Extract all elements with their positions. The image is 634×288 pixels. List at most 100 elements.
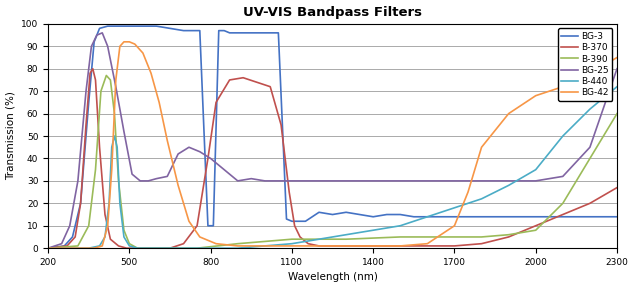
B-440 [179,247,187,250]
BG-25 [315,179,323,183]
BG-25 [153,177,160,180]
BG-3 [115,24,122,28]
BG-25 [104,45,112,48]
BG-3 [153,24,160,28]
BG-42 [247,244,255,248]
BG-42 [155,101,163,104]
BG-25 [424,179,431,183]
B-370 [166,247,174,250]
BG-3 [586,215,593,219]
B-370 [123,247,131,250]
B-370 [77,202,84,205]
B-440 [315,238,323,241]
BG-42 [196,235,204,239]
B-390 [288,238,295,241]
BG-3 [215,29,223,32]
B-440 [559,134,567,138]
B-390 [44,247,52,250]
BG-42 [116,45,124,48]
B-370 [107,238,114,241]
BG-25 [164,175,171,178]
B-390 [145,247,152,250]
BG-3 [196,29,204,32]
Title: UV-VIS Bandpass Filters: UV-VIS Bandpass Filters [243,5,422,18]
BG-3 [90,40,98,43]
BG-25 [505,179,512,183]
B-370 [315,244,323,248]
B-370 [86,71,94,75]
BG-3 [247,31,255,35]
B-370 [240,76,247,79]
B-370 [505,235,512,239]
B-440 [532,168,540,171]
B-390 [586,157,593,160]
BG-25 [613,67,621,71]
BG-25 [196,150,204,154]
B-370 [142,247,150,250]
BG-42 [288,244,295,248]
BG-25 [136,179,144,183]
B-440 [586,107,593,111]
B-440 [370,228,377,232]
BG-25 [128,173,136,176]
B-370 [304,242,312,245]
BG-3 [288,219,295,223]
BG-25 [185,145,193,149]
B-440 [111,134,119,138]
BG-3 [315,211,323,214]
BG-25 [586,145,593,149]
BG-3 [126,24,133,28]
B-370 [89,67,96,71]
BG-3 [383,213,391,216]
BG-42 [424,242,431,245]
Line: BG-3: BG-3 [48,26,617,248]
B-370 [193,224,201,228]
B-370 [82,123,90,126]
B-390 [97,90,105,93]
BG-3 [96,27,103,30]
BG-25 [44,247,52,250]
BG-25 [74,179,82,183]
BG-25 [145,179,152,183]
Legend: BG-3, B-370, B-390, BG-25, B-440, BG-42: BG-3, B-370, B-390, BG-25, B-440, BG-42 [558,29,612,101]
BG-42 [185,219,193,223]
B-370 [296,235,304,239]
B-440 [113,145,121,149]
BG-25 [396,179,404,183]
BG-25 [87,45,95,48]
BG-42 [44,247,52,250]
B-370 [204,157,212,160]
B-440 [85,247,93,250]
BG-25 [221,168,228,171]
BG-25 [478,179,486,183]
BG-25 [234,179,242,183]
B-440 [134,247,141,250]
BG-42 [90,247,98,250]
BG-25 [112,85,120,88]
B-440 [396,224,404,228]
BG-25 [275,179,282,183]
BG-25 [93,33,101,37]
BG-3 [104,24,112,28]
B-370 [478,242,486,245]
B-370 [153,247,160,250]
Line: BG-25: BG-25 [48,33,617,248]
B-370 [277,123,285,126]
B-370 [226,78,233,82]
BG-42 [112,78,120,82]
B-370 [613,186,621,189]
B-390 [451,235,458,239]
B-390 [134,247,141,250]
BG-3 [283,217,290,221]
BG-42 [586,71,593,75]
BG-3 [294,219,301,223]
B-390 [478,235,486,239]
BG-42 [164,139,171,142]
BG-3 [261,31,269,35]
B-390 [559,202,567,205]
BG-3 [410,215,418,219]
BG-25 [342,179,350,183]
BG-42 [174,184,182,187]
B-370 [72,235,79,239]
B-390 [107,78,114,82]
